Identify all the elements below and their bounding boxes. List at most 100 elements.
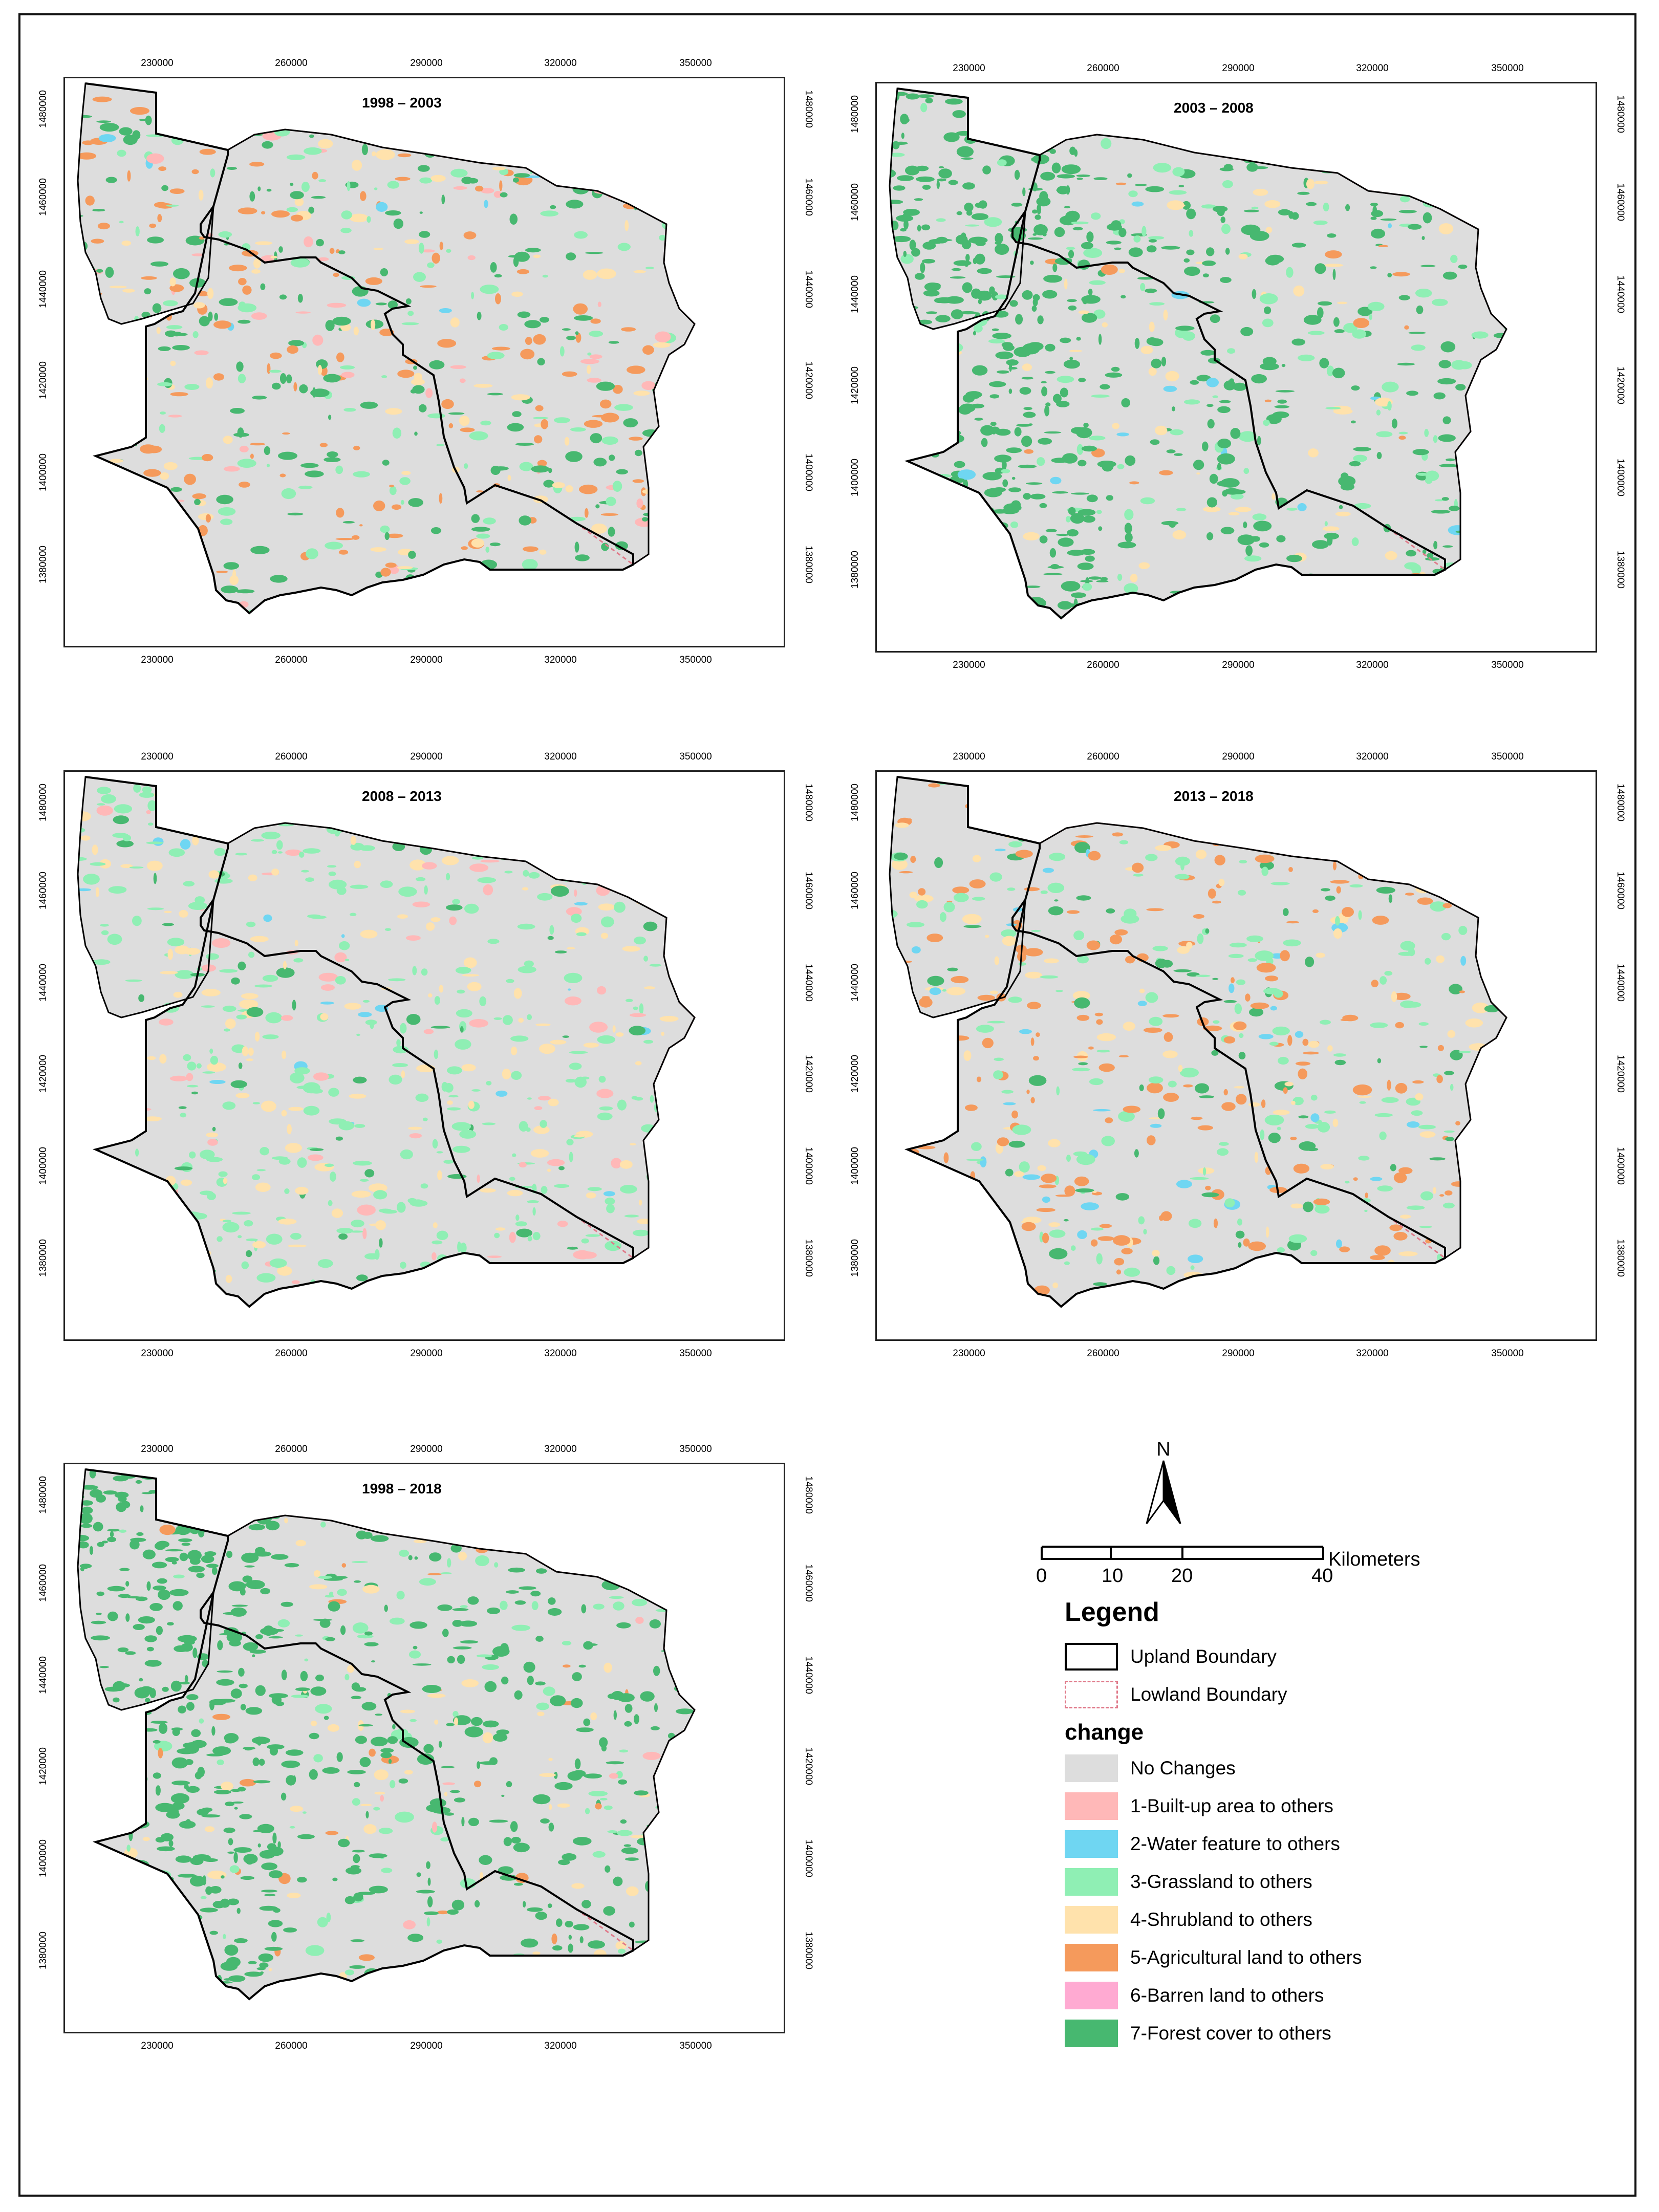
y-tick-label: 1400000 [803, 1839, 814, 1877]
legend-lowland-boundary: Lowland Boundary [1065, 1677, 1525, 1715]
legend-label: 1-Built-up area to others [1130, 1795, 1333, 1816]
legend-label: Upland Boundary [1130, 1646, 1277, 1667]
y-tick-label: 1480000 [803, 90, 814, 128]
panel-title: 1998 – 2018 [362, 1481, 442, 1497]
no-change-area [890, 89, 1506, 618]
legend-class-item: 3-Grassland to others [1065, 1864, 1525, 1902]
scale-label-0: 0 [1036, 1565, 1047, 1587]
legend-color-swatch [1065, 1830, 1118, 1858]
y-tick-label: 1380000 [38, 546, 49, 583]
y-tick-label: 1460000 [38, 178, 49, 216]
x-tick-label: 230000 [141, 655, 174, 665]
y-tick-label: 1380000 [850, 1239, 860, 1277]
x-tick-label: 260000 [1087, 751, 1119, 762]
x-tick-label: 350000 [1491, 63, 1524, 74]
y-tick-label: 1480000 [1615, 784, 1626, 821]
x-tick-label: 260000 [275, 655, 308, 665]
x-tick-label: 320000 [544, 751, 577, 762]
x-tick-label: 260000 [275, 2041, 308, 2051]
upland-boundary-swatch [1065, 1643, 1118, 1671]
x-tick-label: 350000 [1491, 751, 1524, 762]
y-tick-label: 1440000 [803, 1656, 814, 1694]
y-tick-label: 1440000 [803, 270, 814, 308]
legend-class-item: No Changes [1065, 1750, 1525, 1788]
legend-label: 6-Barren land to others [1130, 1985, 1324, 2006]
y-tick-label: 1440000 [850, 275, 860, 313]
y-tick-label: 1440000 [38, 270, 49, 308]
map-panel: 2013 – 2018 230000 230000 260000 260000 29000… [850, 751, 1626, 1359]
x-tick-label: 320000 [1356, 63, 1389, 74]
x-tick-label: 320000 [544, 1348, 577, 1359]
y-tick-label: 1480000 [850, 95, 860, 133]
y-tick-label: 1380000 [803, 546, 814, 583]
y-tick-label: 1400000 [1615, 1147, 1626, 1185]
y-tick-label: 1480000 [38, 784, 49, 821]
x-tick-label: 230000 [141, 751, 174, 762]
x-tick-label: 350000 [679, 58, 712, 69]
figure-frame [18, 13, 1636, 2197]
no-change-area [78, 1469, 695, 1999]
x-tick-label: 350000 [679, 2041, 712, 2051]
legend-label: No Changes [1130, 1758, 1236, 1779]
panel-title: 2013 – 2018 [1174, 788, 1254, 804]
lowland-boundary-swatch [1065, 1681, 1118, 1708]
legend-class-item: 7-Forest cover to others [1065, 2015, 1525, 2053]
x-tick-label: 230000 [141, 1444, 174, 1455]
panel-title: 2003 – 2008 [1174, 100, 1254, 116]
y-tick-label: 1420000 [1615, 366, 1626, 404]
y-tick-label: 1460000 [850, 183, 860, 221]
x-tick-label: 260000 [275, 58, 308, 69]
x-tick-label: 350000 [679, 1348, 712, 1359]
x-tick-label: 290000 [1222, 1348, 1255, 1359]
legend-class-item: 6-Barren land to others [1065, 1978, 1525, 2015]
legend-title: Legend [1065, 1597, 1159, 1627]
x-tick-label: 260000 [275, 1444, 308, 1455]
x-tick-label: 260000 [1087, 660, 1119, 670]
y-tick-label: 1400000 [850, 1147, 860, 1185]
y-tick-label: 1480000 [38, 90, 49, 128]
y-tick-label: 1380000 [38, 1239, 49, 1277]
y-tick-label: 1440000 [1615, 964, 1626, 1002]
y-tick-label: 1480000 [38, 1476, 49, 1514]
y-tick-label: 1400000 [38, 453, 49, 491]
y-tick-label: 1480000 [803, 784, 814, 821]
x-tick-label: 290000 [410, 2041, 443, 2051]
y-tick-label: 1440000 [38, 1656, 49, 1694]
scale-unit: Kilometers [1328, 1549, 1420, 1570]
x-tick-label: 320000 [544, 655, 577, 665]
legend-class-list: No Changes 1-Built-up area to others 2-Wat… [1065, 1750, 1525, 2053]
scale-label-10: 10 [1102, 1565, 1124, 1587]
x-tick-label: 260000 [1087, 1348, 1119, 1359]
y-tick-label: 1420000 [1615, 1055, 1626, 1093]
map-panel: 2003 – 2008 230000 230000 260000 260000 29000… [850, 63, 1626, 670]
legend-color-swatch [1065, 1906, 1118, 1934]
y-tick-label: 1420000 [850, 1055, 860, 1093]
legend-class-item: 1-Built-up area to others [1065, 1788, 1525, 1826]
map-canvas [77, 1468, 696, 2001]
y-tick-label: 1380000 [803, 1932, 814, 1969]
no-change-area [78, 83, 695, 613]
legend-change-title: change [1065, 1720, 1144, 1745]
x-tick-label: 290000 [1222, 660, 1255, 670]
y-tick-label: 1420000 [38, 361, 49, 399]
legend-color-swatch [1065, 1982, 1118, 2009]
map-canvas [77, 82, 696, 615]
map-panel: 1998 – 2018 230000 230000 260000 260000 29000… [38, 1444, 814, 2051]
legend-label: Lowland Boundary [1130, 1684, 1287, 1705]
x-tick-label: 320000 [544, 58, 577, 69]
x-tick-label: 230000 [953, 660, 985, 670]
x-tick-label: 290000 [410, 751, 443, 762]
y-tick-label: 1460000 [38, 1564, 49, 1602]
map-canvas [77, 776, 696, 1308]
y-tick-label: 1420000 [850, 366, 860, 404]
x-tick-label: 260000 [275, 1348, 308, 1359]
x-tick-label: 320000 [544, 2041, 577, 2051]
x-tick-label: 290000 [1222, 751, 1255, 762]
north-label: N [1156, 1439, 1170, 1460]
map-panel: 2008 – 2013 230000 230000 260000 260000 29000… [38, 751, 814, 1359]
x-tick-label: 290000 [410, 655, 443, 665]
y-tick-label: 1400000 [850, 459, 860, 496]
x-tick-label: 320000 [1356, 1348, 1389, 1359]
x-tick-label: 230000 [141, 58, 174, 69]
legend-label: 2-Water feature to others [1130, 1833, 1340, 1854]
